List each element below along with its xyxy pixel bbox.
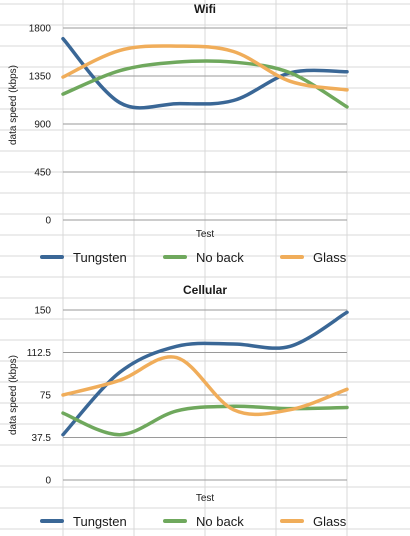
legend-swatch (163, 255, 187, 259)
y-tick-label: 900 (34, 120, 51, 131)
wifi-marks: 1800 1350 900 450 0 (29, 24, 349, 227)
chart-title: Cellular (183, 283, 227, 297)
legend-swatch (163, 519, 187, 523)
y-tick-label: 37.5 (32, 433, 52, 444)
legend-item: Tungsten (40, 511, 127, 531)
cellular-legend: Tungsten No back Glass (0, 511, 410, 531)
legend-label: Tungsten (73, 513, 127, 529)
cellular-plot-area: Cellular data speed (kbps) Test 150 112.5… (8, 283, 349, 504)
legend-label: Glass (313, 513, 347, 529)
legend-item: Glass (280, 511, 346, 531)
series-line-glass (61, 355, 349, 417)
y-tick-label: 1800 (29, 24, 52, 35)
legend-swatch (280, 255, 304, 259)
chart-title: Wifi (194, 2, 216, 16)
legend-item: No back (163, 247, 244, 267)
series-line-tungsten (61, 310, 349, 437)
y-tick-label: 450 (34, 168, 51, 179)
wifi-plot-area: Wifi data speed (kbps) Test 1800 1350 900 4… (8, 2, 349, 240)
y-tick-label: 75 (40, 391, 52, 402)
legend-label: No back (196, 513, 244, 529)
series-line-glass (61, 44, 349, 92)
y-tick-label: 0 (45, 476, 51, 487)
series-line-no-back (61, 404, 349, 437)
x-axis-label: Test (196, 229, 215, 240)
cellular-marks: 150 112.5 75 37.5 0 (27, 306, 349, 487)
y-tick-label: 150 (34, 306, 51, 317)
legend-item: Tungsten (40, 247, 127, 267)
legend-label: Glass (313, 249, 347, 265)
legend-label: Tungsten (73, 249, 127, 265)
legend-swatch (40, 519, 64, 523)
x-axis-label: Test (196, 493, 215, 504)
wifi-chart: Wifi data speed (kbps) Test 1800 1350 900 4… (0, 2, 410, 267)
series-line-tungsten (61, 36, 349, 110)
y-tick-label: 0 (45, 216, 51, 227)
legend-item: No back (163, 511, 244, 531)
legend-label: No back (196, 249, 244, 265)
y-axis-label: data speed (kbps) (8, 355, 19, 435)
legend-swatch (40, 255, 64, 259)
series-line-no-back (61, 59, 349, 109)
y-axis-label: data speed (kbps) (8, 65, 19, 145)
legend-item: Glass (280, 247, 346, 267)
y-tick-label: 112.5 (27, 348, 52, 359)
legend-swatch (280, 519, 304, 523)
wifi-legend: Tungsten No back Glass (0, 247, 410, 267)
cellular-chart: Cellular data speed (kbps) Test 150 112.5… (0, 280, 410, 536)
y-tick-label: 1350 (29, 72, 52, 83)
